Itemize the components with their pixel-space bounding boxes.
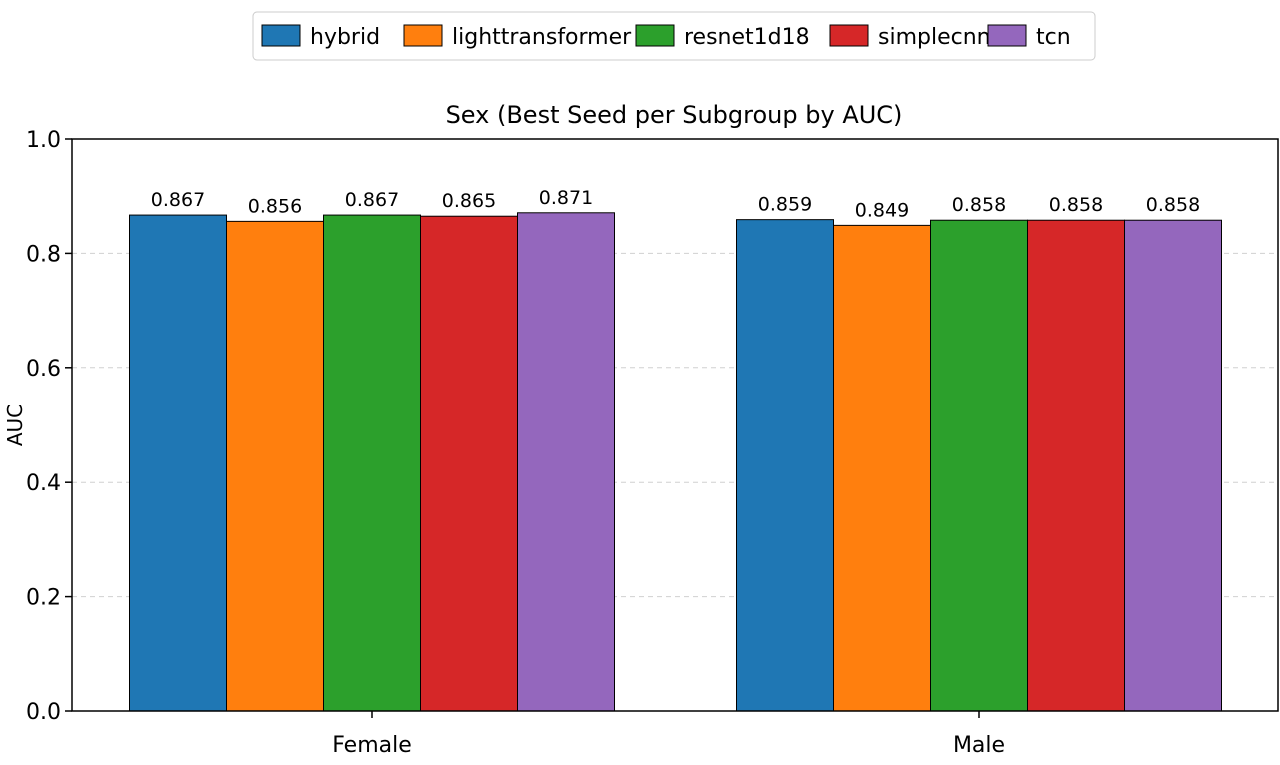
legend-swatch-lighttransformer	[403, 24, 443, 47]
bar-lighttransformer-male	[833, 224, 931, 712]
legend-label-resnet1d18: resnet1d18	[684, 25, 810, 50]
chart-title: Sex (Best Seed per Subgroup by AUC)	[446, 101, 903, 129]
y-tick-label: 1.0	[26, 128, 61, 153]
legend-label-tcn: tcn	[1036, 25, 1071, 50]
bar-value-label: 0.849	[855, 199, 909, 221]
x-tick-label: Male	[953, 733, 1005, 758]
bar-value-label: 0.856	[248, 195, 302, 217]
y-tick-label: 0.8	[26, 242, 61, 267]
legend-swatch-hybrid	[261, 24, 301, 47]
bar-value-label: 0.865	[442, 190, 496, 212]
plot-frame	[71, 138, 1279, 712]
legend-swatch-tcn	[987, 24, 1027, 47]
bar-value-label: 0.858	[1146, 194, 1200, 216]
bar-resnet1d18-male	[930, 219, 1028, 712]
bars	[129, 212, 1222, 712]
legend-swatch-resnet1d18	[635, 24, 675, 47]
y-tick-label: 0.6	[26, 357, 61, 382]
legend-label-hybrid: hybrid	[310, 25, 380, 50]
legend-swatch-simplecnn	[829, 24, 869, 47]
bar-value-label: 0.858	[1049, 194, 1103, 216]
bar-resnet1d18-female	[323, 214, 421, 712]
bar-tcn-male	[1124, 219, 1222, 712]
x-tick-label: Female	[332, 733, 412, 758]
legend-label-simplecnn: simplecnn	[878, 25, 991, 50]
bar-hybrid-male	[736, 219, 834, 712]
legend: hybrid lighttransformer resnet1d18 simplecn…	[252, 11, 1096, 61]
value-labels: 0.867 0.856 0.867 0.865 0.871 0.859 0.849 0.858…	[151, 187, 1200, 222]
bar-hybrid-female	[129, 214, 227, 712]
bar-value-label: 0.867	[345, 189, 399, 211]
x-ticks: Female Male	[332, 711, 1005, 758]
y-tick-label: 0.2	[26, 586, 61, 611]
bar-tcn-female	[517, 212, 615, 712]
y-axis-label: AUC	[3, 404, 27, 446]
bar-simplecnn-male	[1027, 219, 1125, 712]
bar-value-label: 0.859	[758, 194, 812, 216]
bar-value-label: 0.867	[151, 189, 205, 211]
bar-value-label: 0.871	[539, 187, 593, 209]
y-ticks: 0.0 0.2 0.4 0.6 0.8 1.0	[26, 128, 72, 725]
legend-label-lighttransformer: lighttransformer	[452, 25, 632, 50]
bar-value-label: 0.858	[952, 194, 1006, 216]
y-tick-label: 0.0	[26, 700, 61, 725]
bar-simplecnn-female	[420, 215, 518, 712]
bar-lighttransformer-female	[226, 220, 324, 712]
y-tick-label: 0.4	[26, 471, 61, 496]
